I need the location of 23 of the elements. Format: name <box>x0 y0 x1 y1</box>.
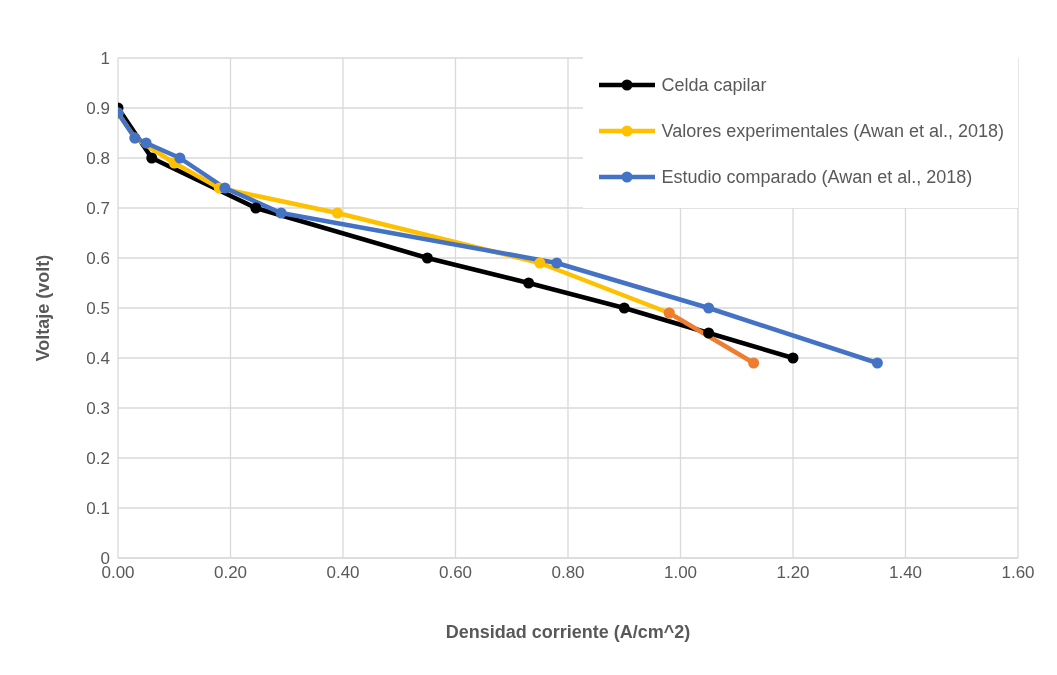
x-tick-label: 0.20 <box>213 563 248 583</box>
y-tick-label: 0.7 <box>86 199 110 219</box>
x-tick-label: 1.40 <box>888 563 923 583</box>
legend-label: Celda capilar <box>661 74 767 96</box>
y-tick-label: 0.1 <box>86 499 110 519</box>
legend-label: Estudio comparado (Awan et al., 2018) <box>661 166 973 188</box>
y-axis-title: Voltaje (volt) <box>33 254 54 362</box>
legend-label: Valores experimentales (Awan et al., 2018) <box>661 120 1004 142</box>
x-tick-label: 0.60 <box>438 563 473 583</box>
y-tick-label: 0.9 <box>86 99 110 119</box>
y-tick-label: 0.2 <box>86 449 110 469</box>
x-tick-label: 1.00 <box>663 563 698 583</box>
x-tick-label: 0.80 <box>551 563 585 583</box>
x-axis-title: Densidad corriente (A/cm^2) <box>445 622 691 642</box>
y-tick-label: 1 <box>100 49 110 69</box>
y-tick-label: 0.4 <box>86 349 110 369</box>
y-tick-label: 0.3 <box>86 399 110 419</box>
x-tick-label: 1.20 <box>776 563 810 583</box>
y-tick-label: 0.8 <box>86 149 110 169</box>
x-tick-label: 1.60 <box>1001 563 1035 583</box>
x-tick-label: 0.40 <box>326 563 360 583</box>
y-tick-label: 0.6 <box>86 249 110 269</box>
y-tick-label: 0.5 <box>86 299 110 319</box>
